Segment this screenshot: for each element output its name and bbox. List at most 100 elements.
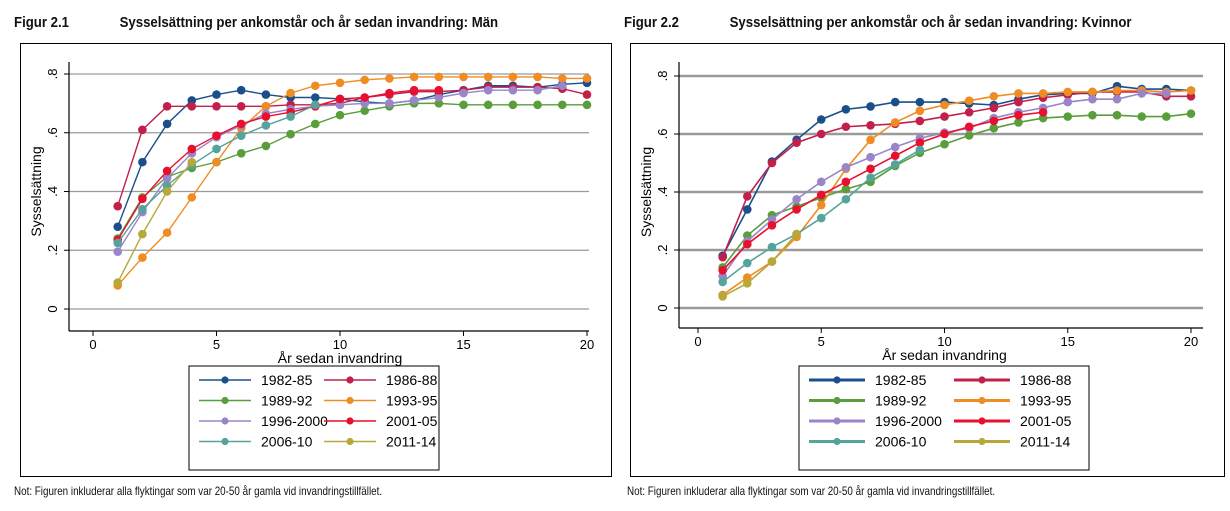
data-point xyxy=(409,72,419,82)
data-point xyxy=(113,222,122,232)
data-point xyxy=(989,92,999,101)
data-point xyxy=(385,88,394,98)
legend-label: 2001-05 xyxy=(386,413,438,429)
data-point xyxy=(718,266,727,275)
legend-swatch-marker xyxy=(221,437,229,446)
data-point xyxy=(162,166,172,176)
legend-label: 1986-88 xyxy=(386,372,438,388)
series-2006-10 xyxy=(718,145,925,287)
y-tick-label: .4 xyxy=(45,186,60,197)
legend-label: 1989-92 xyxy=(875,393,927,409)
data-point xyxy=(866,135,875,145)
data-point xyxy=(1063,87,1073,97)
x-tick-label: 0 xyxy=(89,337,96,352)
data-point xyxy=(1162,112,1171,121)
data-point xyxy=(816,129,826,139)
legend-label: 1989-92 xyxy=(261,393,313,409)
series-1996-2000 xyxy=(113,81,567,257)
data-point xyxy=(1014,110,1023,120)
legend-label: 2006-10 xyxy=(261,434,313,450)
legend-label: 2011-14 xyxy=(1020,434,1071,450)
data-point xyxy=(187,144,197,154)
data-point xyxy=(409,85,419,95)
data-point xyxy=(582,100,592,110)
series-line xyxy=(117,89,439,241)
y-tick-label: .6 xyxy=(655,129,670,140)
data-point xyxy=(138,157,147,167)
x-tick-label: 20 xyxy=(580,337,594,352)
data-point xyxy=(1088,94,1097,104)
data-point xyxy=(718,292,727,301)
y-axis-label: Sysselsättning xyxy=(28,146,44,236)
data-point xyxy=(890,142,900,152)
y-tick-label: .2 xyxy=(655,245,670,256)
data-point xyxy=(940,100,949,110)
data-point xyxy=(138,229,147,239)
data-point xyxy=(940,139,949,149)
data-point xyxy=(964,107,974,117)
legend-swatch-marker xyxy=(221,396,229,405)
chart-frame-men: 0 .2 .4 .6 .8 0 5 10 15 20 År sedan invandring Syss… xyxy=(20,43,612,477)
data-point xyxy=(483,72,493,82)
data-point xyxy=(187,157,197,167)
x-tick-label: 0 xyxy=(694,334,701,349)
data-point xyxy=(792,229,801,239)
legend-label: 1996-2000 xyxy=(875,413,942,429)
data-point xyxy=(964,122,974,132)
data-point xyxy=(113,201,122,211)
legend-swatch-marker xyxy=(833,437,841,446)
data-point xyxy=(311,93,320,102)
data-point xyxy=(533,72,542,82)
data-point xyxy=(187,96,197,105)
legend-label: 1996-2000 xyxy=(261,413,328,429)
legend-label: 1993-95 xyxy=(1020,393,1072,409)
data-point xyxy=(533,85,542,95)
data-point xyxy=(261,112,271,121)
data-point xyxy=(533,100,542,110)
data-point xyxy=(816,190,826,200)
series-1982-85 xyxy=(718,81,1196,261)
data-point xyxy=(718,252,727,262)
data-point xyxy=(989,123,999,133)
data-point xyxy=(866,173,875,182)
data-point xyxy=(508,100,518,110)
series-line xyxy=(722,233,798,298)
data-point xyxy=(360,106,370,116)
data-point xyxy=(261,102,271,111)
data-point xyxy=(360,99,370,108)
legend-label: 2006-10 xyxy=(875,434,927,450)
data-point xyxy=(1112,94,1122,104)
data-point xyxy=(940,129,949,139)
data-point xyxy=(890,160,900,169)
series-2011-14 xyxy=(718,229,801,301)
data-point xyxy=(335,100,345,110)
data-point xyxy=(1088,110,1097,120)
data-point xyxy=(1162,89,1171,98)
data-point xyxy=(866,121,875,130)
data-point xyxy=(236,149,246,158)
x-tick-label: 15 xyxy=(456,337,470,352)
figure-number: Figur 2.1 xyxy=(14,14,70,31)
data-point xyxy=(841,184,851,194)
data-point xyxy=(1088,87,1097,97)
data-point xyxy=(743,192,752,201)
figure-heading-2: Figur 2.2 Sysselsättning per ankomstår oc… xyxy=(624,14,1132,31)
data-point xyxy=(212,90,221,99)
legend-swatch-marker xyxy=(346,376,354,384)
data-point xyxy=(1038,107,1048,117)
legend-swatch-marker xyxy=(346,437,354,446)
data-point xyxy=(841,122,851,132)
data-point xyxy=(311,119,320,129)
data-point xyxy=(964,96,974,105)
data-point xyxy=(792,138,801,147)
x-tick-label: 15 xyxy=(1061,334,1075,349)
data-point xyxy=(1014,97,1023,107)
data-point xyxy=(915,138,925,147)
legend-label: 1986-88 xyxy=(1020,372,1072,388)
data-point xyxy=(138,194,147,204)
data-point xyxy=(508,85,518,95)
data-point xyxy=(459,100,468,110)
x-tick-label: 20 xyxy=(1184,334,1198,349)
data-point xyxy=(558,81,567,91)
data-point xyxy=(434,93,444,102)
